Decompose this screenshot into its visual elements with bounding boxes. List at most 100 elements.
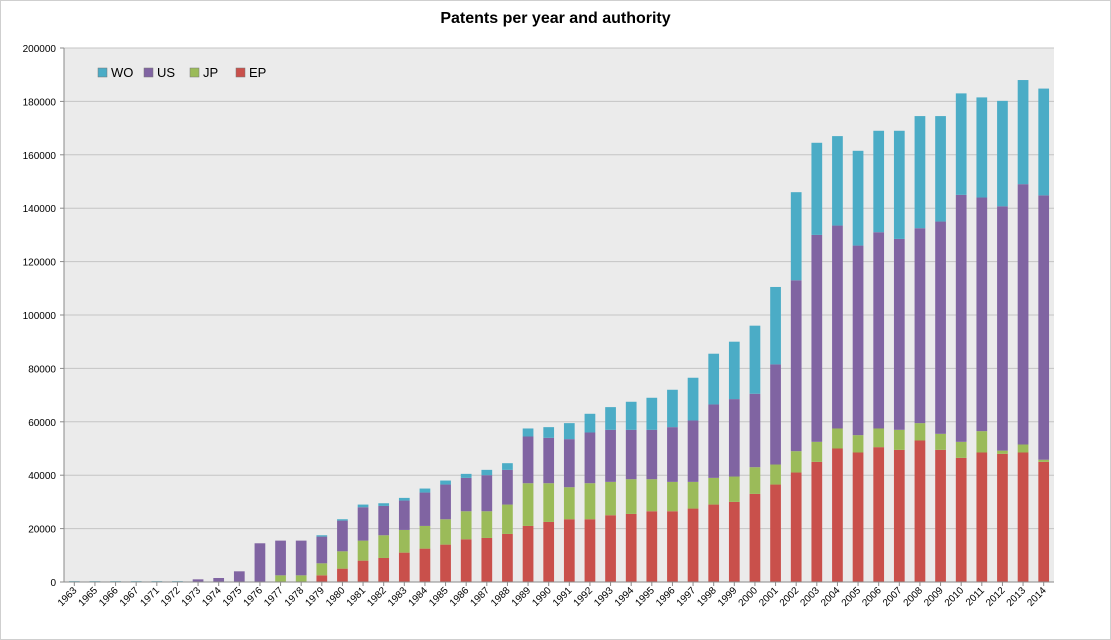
bar-us-1984 bbox=[419, 492, 431, 526]
x-tick-label: 1987 bbox=[468, 585, 492, 609]
y-tick-label: 180000 bbox=[23, 97, 57, 108]
bar-jp-1992 bbox=[584, 483, 596, 520]
bar-jp-1983 bbox=[398, 529, 410, 553]
bar-ep-1986 bbox=[460, 539, 472, 582]
bar-wo-1998 bbox=[708, 353, 720, 405]
bar-us-1996 bbox=[667, 427, 678, 482]
bar-ep-2000 bbox=[749, 493, 761, 582]
x-tick-label: 2013 bbox=[1005, 585, 1029, 609]
bar-jp-1987 bbox=[481, 511, 493, 538]
legend: WO US JP EP bbox=[97, 65, 266, 80]
x-tick-label: 1963 bbox=[56, 585, 80, 609]
bar-us-1992 bbox=[584, 432, 596, 484]
x-tick-label: 1986 bbox=[448, 585, 472, 609]
bar-jp-2005 bbox=[852, 435, 864, 453]
y-tick-label: 160000 bbox=[23, 151, 57, 162]
bar-wo-2012 bbox=[997, 100, 1008, 207]
bar-us-1989 bbox=[522, 436, 534, 484]
bar-us-1987 bbox=[481, 475, 493, 512]
x-tick-label: 1996 bbox=[654, 585, 678, 609]
x-tick-label: 1997 bbox=[675, 585, 699, 609]
bar-us-1982 bbox=[378, 505, 390, 536]
legend-swatch-jp bbox=[189, 67, 200, 78]
bar-us-1979 bbox=[316, 536, 328, 564]
x-tick-label: 2012 bbox=[984, 585, 1008, 609]
bar-ep-1992 bbox=[584, 519, 596, 582]
bar-ep-1983 bbox=[398, 552, 410, 582]
bar-us-2007 bbox=[893, 238, 905, 430]
x-tick-label: 2014 bbox=[1025, 585, 1049, 609]
bar-wo-1981 bbox=[357, 504, 369, 508]
bar-wo-2002 bbox=[790, 192, 802, 281]
bar-jp-1986 bbox=[460, 511, 472, 540]
x-tick-label: 1971 bbox=[138, 585, 162, 609]
x-tick-label: 1981 bbox=[345, 585, 369, 609]
x-tick-label: 1973 bbox=[180, 585, 204, 609]
bar-us-1994 bbox=[625, 429, 637, 480]
bar-wo-1980 bbox=[337, 519, 348, 521]
x-tick-label: 2007 bbox=[881, 585, 905, 609]
bar-us-1988 bbox=[502, 469, 513, 505]
y-tick-label: 80000 bbox=[28, 364, 56, 375]
x-tick-label: 1991 bbox=[551, 585, 575, 609]
x-tick-label: 1998 bbox=[695, 585, 719, 609]
bar-us-1974 bbox=[213, 578, 225, 582]
bar-jp-2014 bbox=[1038, 459, 1050, 462]
bar-jp-1980 bbox=[337, 551, 348, 569]
bar-ep-1981 bbox=[357, 560, 369, 582]
x-tick-label: 2004 bbox=[819, 585, 843, 609]
bar-us-2005 bbox=[852, 245, 864, 436]
x-tick-label: 2005 bbox=[840, 585, 864, 609]
bar-jp-1981 bbox=[357, 540, 369, 561]
bar-jp-1984 bbox=[419, 525, 431, 549]
bar-wo-1995 bbox=[646, 397, 658, 430]
bar-ep-2012 bbox=[997, 453, 1008, 582]
x-tick-label: 2001 bbox=[757, 585, 781, 609]
bar-ep-1998 bbox=[708, 504, 720, 582]
y-tick-label: 120000 bbox=[23, 258, 57, 269]
bar-wo-1987 bbox=[481, 469, 493, 476]
bar-wo-1984 bbox=[419, 488, 431, 493]
legend-label-wo: WO bbox=[111, 65, 133, 80]
x-tick-label: 2006 bbox=[860, 585, 884, 609]
bar-jp-1991 bbox=[563, 487, 575, 520]
x-tick-label: 1994 bbox=[613, 585, 637, 609]
bar-jp-2002 bbox=[790, 451, 802, 473]
bar-wo-2009 bbox=[935, 116, 946, 222]
bar-us-2011 bbox=[976, 197, 988, 432]
x-tick-label: 2003 bbox=[798, 585, 822, 609]
x-tick-label: 1965 bbox=[77, 585, 101, 609]
bar-wo-1997 bbox=[687, 377, 699, 421]
bar-jp-2007 bbox=[893, 429, 905, 450]
bar-ep-2003 bbox=[811, 461, 823, 582]
x-tick-label: 1983 bbox=[386, 585, 410, 609]
bar-us-1991 bbox=[563, 439, 575, 488]
bar-us-1978 bbox=[295, 540, 307, 576]
bar-wo-2001 bbox=[770, 286, 781, 365]
bar-us-1986 bbox=[460, 477, 472, 512]
x-tick-label: 1979 bbox=[303, 585, 327, 609]
bar-us-1981 bbox=[357, 507, 369, 541]
bar-us-2001 bbox=[770, 364, 781, 465]
x-tick-label: 1982 bbox=[365, 585, 389, 609]
bar-wo-1991 bbox=[563, 423, 575, 440]
bar-us-1998 bbox=[708, 404, 720, 478]
bar-ep-1979 bbox=[316, 575, 328, 582]
bar-wo-2008 bbox=[914, 116, 926, 229]
bar-jp-1996 bbox=[667, 481, 678, 512]
x-tick-label: 2011 bbox=[964, 585, 987, 608]
bar-jp-1977 bbox=[275, 575, 286, 582]
bar-ep-2007 bbox=[893, 449, 905, 582]
bar-us-1990 bbox=[543, 437, 555, 484]
bar-ep-1995 bbox=[646, 511, 658, 582]
bar-wo-1988 bbox=[502, 463, 513, 470]
chart-title: Patents per year and authority bbox=[440, 10, 671, 27]
y-tick-label: 140000 bbox=[23, 204, 57, 215]
bar-jp-1994 bbox=[625, 479, 637, 514]
bar-wo-2007 bbox=[893, 130, 905, 239]
bar-us-1980 bbox=[337, 520, 348, 552]
bar-us-1975 bbox=[233, 571, 245, 582]
bar-ep-1989 bbox=[522, 525, 534, 582]
bar-wo-1979 bbox=[316, 535, 328, 537]
bar-wo-2011 bbox=[976, 97, 988, 198]
